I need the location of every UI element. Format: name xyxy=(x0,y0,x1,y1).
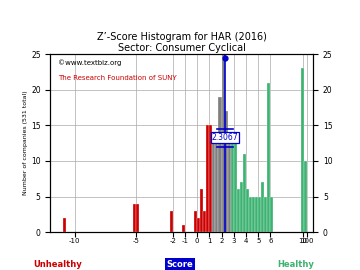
Bar xyxy=(221,54,225,232)
Bar xyxy=(258,197,261,232)
Bar xyxy=(231,140,234,232)
Bar xyxy=(264,197,267,232)
Y-axis label: Number of companies (531 total): Number of companies (531 total) xyxy=(23,91,28,195)
Bar xyxy=(203,211,206,232)
Bar xyxy=(209,125,212,232)
Text: 2.3067: 2.3067 xyxy=(212,133,239,142)
Bar xyxy=(237,190,240,232)
Text: Unhealthy: Unhealthy xyxy=(33,261,82,269)
Text: Healthy: Healthy xyxy=(277,261,314,269)
Bar xyxy=(200,190,203,232)
Bar xyxy=(267,83,270,232)
Bar xyxy=(136,204,139,232)
Text: The Research Foundation of SUNY: The Research Foundation of SUNY xyxy=(58,75,177,81)
Bar xyxy=(252,197,255,232)
Bar xyxy=(301,68,304,232)
Bar xyxy=(225,111,228,232)
Bar xyxy=(182,225,185,232)
Bar xyxy=(246,190,249,232)
Bar xyxy=(240,182,243,232)
Bar xyxy=(243,154,246,232)
Bar xyxy=(133,204,136,232)
Bar xyxy=(304,161,307,232)
Bar xyxy=(219,97,221,232)
Bar xyxy=(194,211,197,232)
Text: ©www.textbiz.org: ©www.textbiz.org xyxy=(58,59,122,66)
Bar xyxy=(255,197,258,232)
Title: Z’-Score Histogram for HAR (2016)
Sector: Consumer Cyclical: Z’-Score Histogram for HAR (2016) Sector… xyxy=(97,32,267,53)
Bar xyxy=(170,211,173,232)
Text: Score: Score xyxy=(167,261,193,269)
Bar xyxy=(212,140,215,232)
Bar xyxy=(206,125,209,232)
Bar xyxy=(63,218,66,232)
Bar xyxy=(215,132,219,232)
Bar xyxy=(270,197,274,232)
Bar xyxy=(228,140,231,232)
Bar xyxy=(261,182,264,232)
Bar xyxy=(249,197,252,232)
Bar xyxy=(234,140,237,232)
Bar xyxy=(197,218,200,232)
